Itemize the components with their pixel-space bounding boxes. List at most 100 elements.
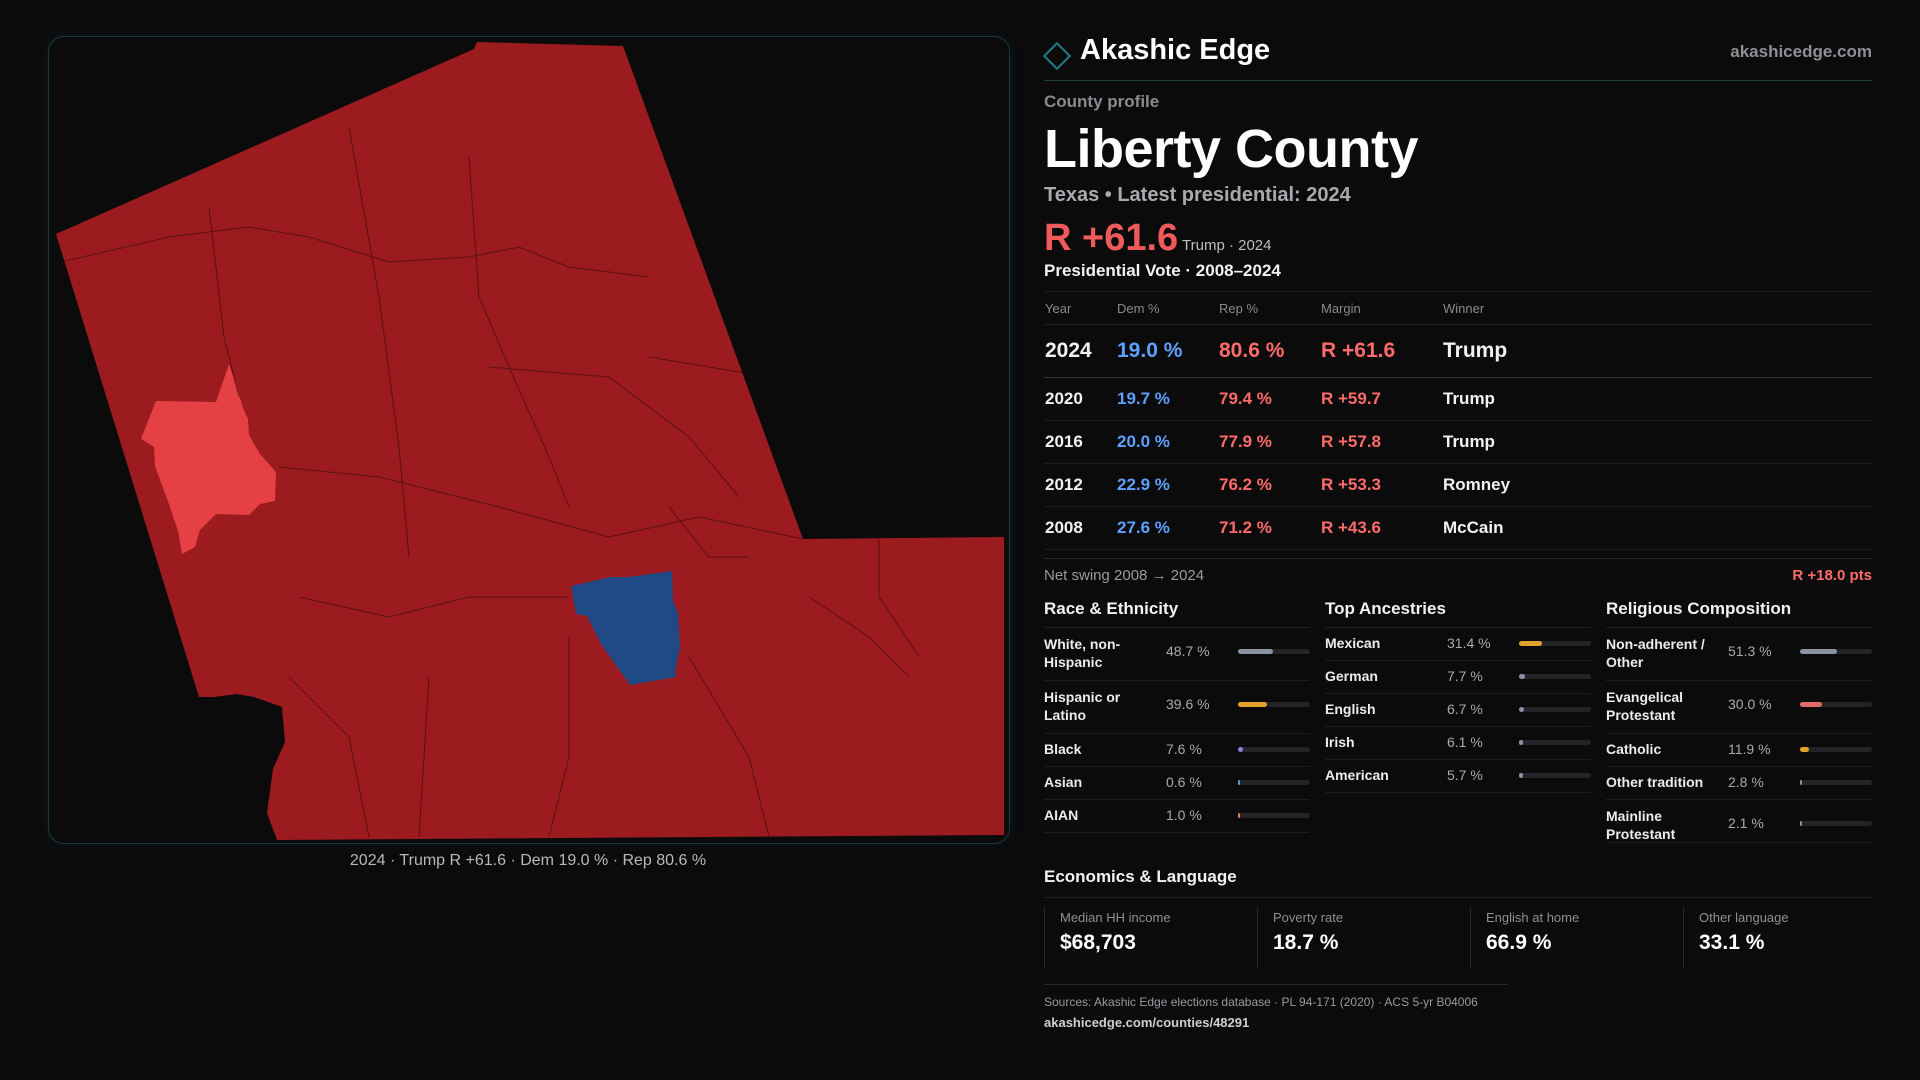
item-label: AIAN (1044, 807, 1079, 823)
margin-cell: R +61.6 (1320, 324, 1442, 378)
table-row: 2024 19.0 % 80.6 % R +61.6 Trump (1044, 324, 1872, 378)
list-item: German 7.7 % (1325, 661, 1591, 694)
swing-label: Net swing 2008 → 2024 (1044, 567, 1205, 584)
column-header-margin: Margin (1320, 292, 1442, 325)
item-percent: 51.3 % (1728, 643, 1772, 659)
dem-cell: 20.0 % (1116, 420, 1218, 464)
brand-url-link[interactable]: akashicedge.com (1730, 42, 1872, 61)
list-item: Hispanic or Latino 39.6 % (1044, 681, 1310, 734)
stat-label: English at home (1486, 910, 1580, 925)
list-item: Other tradition 2.8 % (1606, 767, 1872, 800)
item-label: Catholic (1606, 741, 1662, 757)
item-bar (1519, 740, 1591, 745)
table-row: 2016 20.0 % 77.9 % R +57.8 Trump (1044, 420, 1872, 464)
list-item: Catholic 11.9 % (1606, 734, 1872, 767)
item-percent: 31.4 % (1447, 635, 1491, 651)
item-bar (1800, 780, 1872, 785)
item-label: American (1325, 767, 1389, 783)
sources-text: Sources: Akashic Edge elections database… (1044, 995, 1478, 1009)
item-label: Evangelical Protestant (1606, 689, 1684, 723)
race-ethnicity-title: Race & Ethnicity (1044, 597, 1310, 628)
item-bar-fill (1238, 780, 1240, 785)
item-bar (1519, 707, 1591, 712)
item-bar (1519, 773, 1591, 778)
presidential-vote-title: Presidential Vote · 2008–2024 (1044, 261, 1872, 292)
stat-label: Other language (1699, 910, 1789, 925)
county-map-svg (56, 42, 1004, 840)
stat-other-language: Other language 33.1 % (1683, 908, 1883, 968)
item-bar (1519, 641, 1591, 646)
list-item: Mainline Protestant 2.1 % (1606, 800, 1872, 843)
winner-cell: Trump (1442, 377, 1872, 421)
item-percent: 7.6 % (1166, 741, 1202, 757)
item-bar-fill (1800, 747, 1809, 752)
item-percent: 39.6 % (1166, 696, 1210, 712)
stat-value: 18.7 % (1273, 931, 1339, 954)
item-bar-fill (1238, 747, 1244, 752)
item-percent: 7.7 % (1447, 668, 1483, 684)
rep-cell: 80.6 % (1218, 324, 1320, 378)
rep-cell: 79.4 % (1218, 377, 1320, 421)
item-bar (1238, 649, 1310, 654)
list-item: Black 7.6 % (1044, 734, 1310, 767)
column-header-winner: Winner (1442, 292, 1872, 325)
rep-cell: 76.2 % (1218, 463, 1320, 507)
year-cell: 2016 (1044, 420, 1116, 464)
item-percent: 1.0 % (1166, 807, 1202, 823)
item-percent: 0.6 % (1166, 774, 1202, 790)
item-bar-fill (1519, 707, 1524, 712)
column-header-dem: Dem % (1116, 292, 1218, 325)
precinct-rep-light[interactable] (141, 364, 276, 554)
item-label: Non-adherent / Other (1606, 636, 1705, 670)
precinct-boundaries (60, 126, 920, 838)
county-map[interactable] (48, 36, 1010, 844)
item-bar-fill (1519, 740, 1524, 745)
item-bar (1800, 649, 1872, 654)
stat-english-at-home: English at home 66.9 % (1470, 908, 1670, 968)
margin-cell: R +59.7 (1320, 377, 1442, 421)
county-subtitle: Texas • Latest presidential: 2024 (1044, 184, 1351, 206)
economics-stats: Median HH income $68,703 Poverty rate 18… (1044, 908, 1872, 982)
item-label: Hispanic or Latino (1044, 689, 1121, 723)
item-label: Other tradition (1606, 774, 1704, 790)
margin-cell: R +57.8 (1320, 420, 1442, 464)
item-bar (1238, 747, 1310, 752)
religious-composition-title: Religious Composition (1606, 597, 1872, 628)
brand-logo-icon (1042, 41, 1072, 71)
item-percent: 30.0 % (1728, 696, 1772, 712)
item-bar-fill (1238, 702, 1267, 707)
stat-median-income: Median HH income $68,703 (1044, 908, 1244, 968)
swing-value: R +18.0 pts (1792, 567, 1872, 584)
winner-cell: Romney (1442, 463, 1872, 507)
item-label: Irish (1325, 734, 1355, 750)
list-item: Evangelical Protestant 30.0 % (1606, 681, 1872, 734)
item-label: Black (1044, 741, 1082, 757)
county-shape[interactable] (56, 42, 1004, 840)
winner-cell: Trump (1442, 324, 1872, 378)
stat-value: 66.9 % (1486, 931, 1552, 954)
item-bar-fill (1238, 649, 1274, 654)
item-percent: 48.7 % (1166, 643, 1210, 659)
top-ancestries-title: Top Ancestries (1325, 597, 1591, 628)
item-percent: 6.7 % (1447, 701, 1483, 717)
headline-margin: R +61.6 (1044, 217, 1179, 259)
item-bar-fill (1800, 702, 1822, 707)
item-label: Mainline Protestant (1606, 808, 1676, 842)
item-label: White, non-Hispanic (1044, 636, 1121, 670)
margin-cell: R +53.3 (1320, 463, 1442, 507)
source-url-link[interactable]: akashicedge.com/counties/48291 (1044, 1015, 1250, 1030)
item-percent: 2.8 % (1728, 774, 1764, 790)
item-bar-fill (1238, 813, 1240, 818)
item-bar (1519, 674, 1591, 679)
winner-cell: McCain (1442, 506, 1872, 550)
table-row: 2020 19.7 % 79.4 % R +59.7 Trump (1044, 377, 1872, 421)
precinct-dem[interactable] (571, 571, 680, 685)
table-row: 2008 27.6 % 71.2 % R +43.6 McCain (1044, 506, 1872, 550)
profile-label: County profile (1044, 92, 1160, 111)
list-item: Mexican 31.4 % (1325, 628, 1591, 661)
list-item: Non-adherent / Other 51.3 % (1606, 628, 1872, 681)
stat-label: Median HH income (1060, 910, 1171, 925)
item-label: German (1325, 668, 1378, 684)
column-header-rep: Rep % (1218, 292, 1320, 325)
item-percent: 5.7 % (1447, 767, 1483, 783)
